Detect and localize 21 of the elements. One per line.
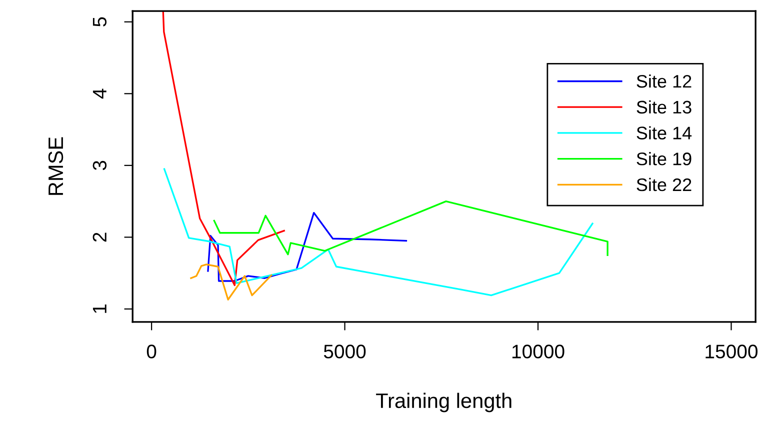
legend-label: Site 14 (636, 126, 692, 140)
legend-label: Site 12 (636, 74, 692, 88)
line-series (162, 11, 285, 286)
y-tick-label: 5 (92, 17, 107, 26)
x-tick-label: 0 (146, 344, 156, 358)
y-tick-label: 1 (92, 304, 106, 313)
y-tick-label: 2 (92, 232, 106, 242)
line-series (163, 168, 594, 296)
line-series (207, 212, 408, 282)
legend-label: Site 19 (636, 152, 692, 166)
x-tick-label: 15000 (706, 344, 758, 358)
y-axis-title: RMSE (48, 137, 64, 195)
line-series (213, 200, 608, 256)
x-tick-label: 5000 (324, 344, 366, 358)
legend-label: Site 13 (636, 100, 692, 114)
y-tick-label: 3 (92, 160, 107, 170)
x-tick-label: 10000 (512, 344, 564, 358)
line-series (190, 264, 272, 300)
x-axis-title: Training length (376, 392, 512, 412)
legend-label: Site 22 (636, 178, 692, 192)
y-tick-label: 4 (92, 88, 106, 99)
